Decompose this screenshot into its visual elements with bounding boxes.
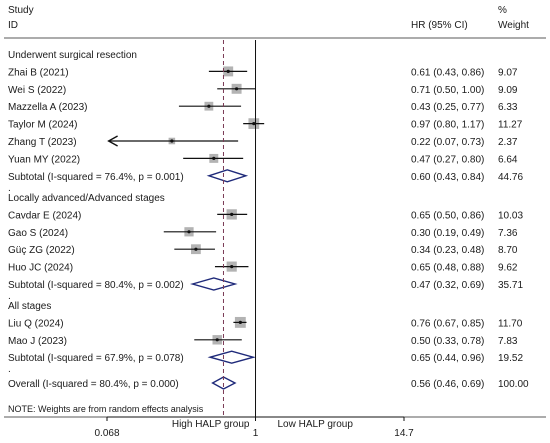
study-point-estimate bbox=[234, 87, 239, 91]
header-id: ID bbox=[8, 20, 18, 31]
study-hr-ci: 0.34 (0.23, 0.48) bbox=[411, 245, 484, 256]
header-percent: % bbox=[498, 5, 507, 16]
study-weight: 7.83 bbox=[498, 336, 518, 347]
study-label: Yuan MY (2022) bbox=[8, 154, 80, 165]
study-weight: 10.03 bbox=[498, 210, 523, 221]
study-hr-ci: 0.50 (0.33, 0.78) bbox=[411, 336, 484, 347]
x-tick-label: 14.7 bbox=[394, 428, 414, 439]
subtotal-diamond bbox=[206, 169, 249, 183]
study-hr-ci: 0.71 (0.50, 1.00) bbox=[411, 85, 484, 96]
study-label: Zhai B (2021) bbox=[8, 67, 69, 78]
study-hr-ci: 0.65 (0.48, 0.88) bbox=[411, 263, 484, 274]
study-point-estimate bbox=[194, 247, 198, 251]
header-weight: Weight bbox=[498, 20, 529, 31]
study-rows: Underwent surgical resection Zhai B (2021… bbox=[8, 40, 529, 417]
weights-note: NOTE: Weights are from random effects an… bbox=[8, 404, 204, 414]
study-hr-ci: 0.43 (0.25, 0.77) bbox=[411, 102, 484, 113]
group-title: Underwent surgical resection bbox=[8, 50, 137, 61]
study-weight: 11.70 bbox=[498, 318, 523, 329]
study-hr-ci: 0.22 (0.07, 0.73) bbox=[411, 137, 484, 148]
subtotal-label: Subtotal (I-squared = 80.4%, p = 0.002) bbox=[8, 280, 184, 291]
study-weight: 9.07 bbox=[498, 67, 518, 78]
study-hr-ci: 0.97 (0.80, 1.17) bbox=[411, 120, 484, 131]
subtotal-diamond bbox=[189, 277, 238, 291]
study-point-estimate bbox=[252, 122, 256, 126]
group-separator: . bbox=[8, 183, 11, 194]
subtotal-hr-ci: 0.47 (0.32, 0.69) bbox=[411, 280, 484, 291]
subtotal-hr-ci: 0.65 (0.44, 0.96) bbox=[411, 353, 484, 364]
study-label: Zhang T (2023) bbox=[8, 137, 77, 148]
subtotal-weight: 19.52 bbox=[498, 353, 523, 364]
study-label: Gao S (2024) bbox=[8, 228, 68, 239]
study-point-estimate bbox=[230, 212, 234, 216]
study-label: Mazzella A (2023) bbox=[8, 102, 88, 113]
study-point-estimate bbox=[207, 104, 211, 108]
x-axis: 0.068 1 14.7 High HALP group Low HALP group bbox=[94, 416, 414, 439]
ci-arrow-left bbox=[107, 135, 118, 147]
study-hr-ci: 0.30 (0.19, 0.49) bbox=[411, 228, 484, 239]
overall-label: Overall (I-squared = 80.4%, p = 0.000) bbox=[8, 379, 179, 390]
overall-weight: 100.00 bbox=[498, 379, 529, 390]
group-separator: . bbox=[8, 364, 11, 375]
study-weight: 8.70 bbox=[498, 245, 518, 256]
study-hr-ci: 0.61 (0.43, 0.86) bbox=[411, 67, 484, 78]
study-hr-ci: 0.65 (0.50, 0.86) bbox=[411, 210, 484, 221]
study-point-estimate bbox=[212, 156, 216, 160]
study-point-estimate bbox=[230, 265, 234, 269]
subtotal-hr-ci: 0.60 (0.43, 0.84) bbox=[411, 172, 484, 183]
study-label: Cavdar E (2024) bbox=[8, 210, 81, 221]
subtotal-weight: 44.76 bbox=[498, 172, 523, 183]
group-separator: . bbox=[8, 291, 11, 302]
group-title: All stages bbox=[8, 301, 51, 312]
x-label-right: Low HALP group bbox=[278, 419, 354, 430]
subtotal-label: Subtotal (I-squared = 67.9%, p = 0.078) bbox=[8, 353, 184, 364]
study-weight: 11.27 bbox=[498, 120, 523, 131]
x-tick-label: 1 bbox=[253, 428, 259, 439]
subtotal-label: Subtotal (I-squared = 76.4%, p = 0.001) bbox=[8, 172, 184, 183]
header-hr: HR (95% CI) bbox=[411, 20, 468, 31]
header-study: Study bbox=[8, 5, 34, 16]
study-weight: 7.36 bbox=[498, 228, 518, 239]
study-weight: 6.64 bbox=[498, 154, 518, 165]
study-label: Güç ZG (2022) bbox=[8, 245, 75, 256]
subtotal-diamond bbox=[207, 350, 256, 364]
study-label: Taylor M (2024) bbox=[8, 120, 77, 131]
study-weight: 9.09 bbox=[498, 85, 518, 96]
study-point-estimate bbox=[226, 69, 230, 73]
study-label: Huo JC (2024) bbox=[8, 263, 73, 274]
x-tick-label: 0.068 bbox=[94, 428, 119, 439]
overall-hr-ci: 0.56 (0.46, 0.69) bbox=[411, 379, 484, 390]
study-label: Wei S (2022) bbox=[8, 85, 66, 96]
group-title: Locally advanced/Advanced stages bbox=[8, 193, 165, 204]
study-label: Mao J (2023) bbox=[8, 336, 67, 347]
study-hr-ci: 0.76 (0.67, 0.85) bbox=[411, 318, 484, 329]
study-weight: 9.62 bbox=[498, 263, 518, 274]
study-point-estimate bbox=[187, 230, 191, 234]
study-point-estimate bbox=[215, 338, 219, 342]
study-label: Liu Q (2024) bbox=[8, 318, 64, 329]
study-weight: 2.37 bbox=[498, 137, 518, 148]
study-hr-ci: 0.47 (0.27, 0.80) bbox=[411, 154, 484, 165]
x-label-left: High HALP group bbox=[172, 419, 250, 430]
study-weight: 6.33 bbox=[498, 102, 518, 113]
subtotal-weight: 35.71 bbox=[498, 280, 523, 291]
study-point-estimate bbox=[238, 320, 242, 324]
study-point-estimate bbox=[170, 139, 174, 143]
